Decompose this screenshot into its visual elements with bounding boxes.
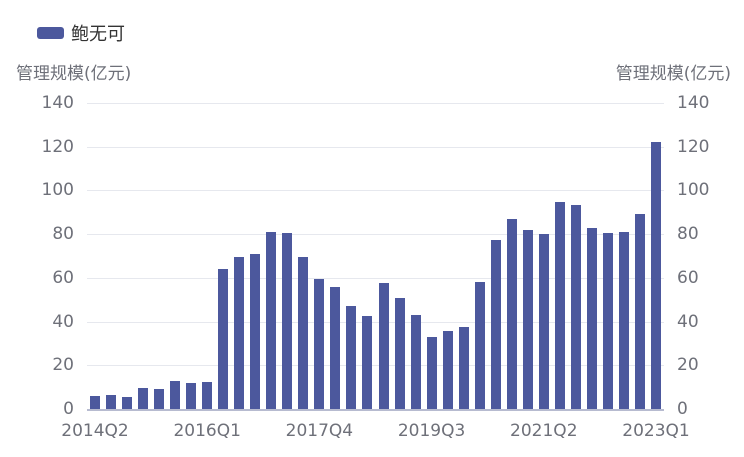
bar[interactable] — [218, 269, 229, 409]
bar[interactable] — [362, 316, 373, 409]
bar[interactable] — [378, 283, 389, 409]
bar[interactable] — [122, 396, 133, 409]
bar[interactable] — [538, 234, 549, 409]
y-tick-label-right: 80 — [677, 224, 699, 245]
bar[interactable] — [522, 229, 533, 409]
gridline — [87, 277, 664, 279]
y-tick-label-right: 40 — [677, 311, 699, 332]
y-tick-label-left: 20 — [52, 355, 74, 376]
bar[interactable] — [602, 233, 613, 409]
y-tick-label-right: 20 — [677, 355, 699, 376]
x-tick-label: 2014Q2 — [61, 421, 129, 441]
gridline — [87, 234, 664, 236]
y-tick-label-right: 140 — [677, 93, 710, 113]
bar[interactable] — [106, 394, 117, 409]
bar[interactable] — [186, 382, 197, 409]
y-tick-label-left: 40 — [52, 311, 74, 332]
bar[interactable] — [586, 227, 597, 409]
bar[interactable] — [394, 297, 405, 409]
bar[interactable] — [458, 327, 469, 409]
bar[interactable] — [250, 253, 261, 409]
bar[interactable] — [490, 239, 501, 409]
bar[interactable] — [234, 257, 245, 409]
bar[interactable] — [442, 331, 453, 409]
bar[interactable] — [154, 389, 165, 409]
bar[interactable] — [202, 381, 213, 409]
gridline — [87, 365, 664, 367]
bar[interactable] — [138, 388, 149, 409]
y-tick-label-left: 0 — [63, 399, 74, 419]
bar[interactable] — [474, 282, 485, 409]
bar[interactable] — [346, 306, 357, 409]
y-tick-label-right: 120 — [677, 136, 710, 157]
bar[interactable] — [426, 336, 437, 409]
y-tick-label-left: 140 — [41, 93, 74, 113]
y-tick-label-right: 0 — [677, 399, 688, 419]
x-tick-label: 2016Q1 — [173, 421, 241, 441]
legend-swatch — [37, 27, 64, 39]
x-tick-label: 2023Q1 — [622, 421, 690, 441]
gridline — [87, 103, 664, 104]
y-tick-label-left: 80 — [52, 224, 74, 245]
bar[interactable] — [506, 218, 517, 409]
bar[interactable] — [314, 278, 325, 409]
bar[interactable] — [90, 395, 100, 409]
x-tick-label: 2017Q4 — [285, 421, 354, 441]
y-tick-label-left: 100 — [41, 180, 74, 201]
bar[interactable] — [330, 286, 341, 409]
y-tick-label-left: 60 — [52, 267, 74, 288]
y-tick-label-right: 100 — [677, 180, 710, 201]
bar[interactable] — [634, 214, 645, 409]
bar[interactable] — [650, 142, 661, 409]
bar[interactable] — [282, 233, 293, 409]
gridline — [87, 146, 664, 148]
bar[interactable] — [170, 380, 181, 409]
x-tick-label: 2021Q2 — [510, 421, 578, 441]
y-axis-title-right: 管理规模(亿元) — [615, 64, 731, 84]
bar[interactable] — [570, 204, 581, 409]
bar[interactable] — [298, 257, 309, 409]
bar[interactable] — [618, 231, 629, 409]
gridline — [87, 321, 664, 323]
y-tick-label-right: 60 — [677, 267, 699, 288]
y-axis-title-left: 管理规模(亿元) — [16, 64, 132, 84]
gridline — [87, 190, 664, 192]
x-tick-label: 2019Q3 — [397, 421, 466, 441]
legend-item[interactable]: 鲍无可 — [37, 20, 125, 46]
bar[interactable] — [266, 231, 277, 409]
y-tick-label-left: 120 — [41, 136, 74, 157]
legend-label: 鲍无可 — [71, 24, 125, 45]
x-axis-line — [87, 409, 664, 411]
bar[interactable] — [410, 315, 421, 409]
bar[interactable] — [554, 202, 565, 409]
